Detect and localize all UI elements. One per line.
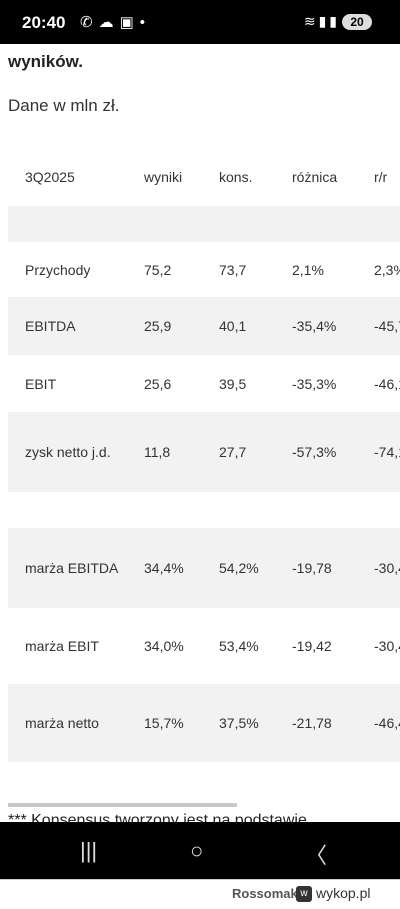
table-row: marża EBIT 34,0% 53,4% -19,42 -30,47 xyxy=(8,608,400,684)
cloud-icon: ☁ xyxy=(98,14,120,31)
table-row xyxy=(8,206,400,242)
table-header-cell: r/r xyxy=(374,169,388,185)
table-cell: 2,1% xyxy=(292,261,324,278)
watermark-brand: wykop.pl xyxy=(316,885,371,901)
table-cell xyxy=(127,492,202,528)
table-cell: 27,7 xyxy=(202,412,275,492)
table-cell: 39,5 xyxy=(219,375,247,392)
table-cell: -46,45 xyxy=(357,684,400,762)
wifi-calling-icon: ✆ xyxy=(80,14,99,31)
table-cell: -30,42 xyxy=(357,528,400,608)
article-subtitle: Dane w mln zł. xyxy=(8,96,120,115)
wifi-icon: ≋ xyxy=(303,13,319,29)
dot-icon: • xyxy=(139,14,152,31)
table-cell: 53,4% xyxy=(219,638,259,654)
status-time: 20:40 xyxy=(22,13,66,32)
table-cell: Przychody xyxy=(25,261,91,278)
table-cell: 40,1 xyxy=(202,297,275,355)
table-cell xyxy=(275,492,357,528)
table-cell: 75,2 xyxy=(144,261,172,278)
table-cell: marża netto xyxy=(8,684,127,762)
table-header-cell: kons. xyxy=(219,169,253,185)
watermark-bar: Rossomak z w wykop.pl xyxy=(0,879,400,909)
table-cell xyxy=(202,206,275,242)
table-cell: -46,1% xyxy=(374,375,400,392)
table-cell: EBIT xyxy=(25,375,57,392)
table-cell: marża EBITDA xyxy=(8,528,127,608)
table-header-cell: wyniki xyxy=(144,169,183,185)
table-cell xyxy=(275,206,357,242)
table-cell xyxy=(357,492,400,528)
table-cell: 11,8 xyxy=(127,412,202,492)
recent-apps-button[interactable]: ||| xyxy=(80,838,98,863)
table-cell: -21,78 xyxy=(275,684,357,762)
table-cell xyxy=(127,206,202,242)
table-cell: 34,4% xyxy=(127,528,202,608)
wykop-logo-icon: w xyxy=(296,886,312,902)
android-nav-bar: ||| ○ 〈 xyxy=(0,822,400,879)
table-header-cell: 3Q2025 xyxy=(25,169,75,185)
article-heading: wyników. xyxy=(8,52,83,71)
table-cell: 37,5% xyxy=(202,684,275,762)
table-cell: 54,2% xyxy=(202,528,275,608)
signal-icon: ▮ xyxy=(318,13,330,29)
table-cell xyxy=(202,492,275,528)
status-icons-right: ≋▮▮ xyxy=(304,13,340,30)
table-cell: zysk netto j.d. xyxy=(8,412,127,492)
table-cell: -30,47 xyxy=(374,638,400,654)
table-cell: 25,6 xyxy=(144,375,172,392)
table-row: zysk netto j.d.11,827,7-57,3%-74,1% xyxy=(8,412,400,492)
table-cell xyxy=(8,206,127,242)
back-button[interactable]: 〈 xyxy=(305,843,328,868)
table-cell: -35,3% xyxy=(292,375,337,392)
table-cell: -57,3% xyxy=(275,412,357,492)
status-icons-left: ✆☁▣• xyxy=(80,13,151,31)
table-row: EBIT 25,6 39,5 -35,3% -46,1% xyxy=(8,355,400,412)
status-bar: 20:40 ✆☁▣• ≋▮▮ 20 xyxy=(0,0,400,44)
table-cell: -19,78 xyxy=(275,528,357,608)
table-cell: -45,7% xyxy=(357,297,400,355)
table-cell xyxy=(8,492,127,528)
results-table: 3Q2025 wyniki kons. różnica r/r Przychody 75,2… xyxy=(8,148,400,762)
table-cell: -35,4% xyxy=(275,297,357,355)
table-header-row: 3Q2025 wyniki kons. różnica r/r xyxy=(8,148,400,206)
table-cell: -19,42 xyxy=(292,638,332,654)
signal-icon: ▮ xyxy=(329,13,340,29)
scroll-divider xyxy=(8,803,237,807)
table-cell: 25,9 xyxy=(127,297,202,355)
table-cell xyxy=(357,206,400,242)
table-cell: 2,3% xyxy=(374,261,400,278)
table-row: Przychody 75,2 73,7 2,1% 2,3% xyxy=(8,242,400,297)
table-cell: -74,1% xyxy=(357,412,400,492)
table-row xyxy=(8,492,400,528)
home-button[interactable]: ○ xyxy=(190,838,204,863)
table-cell: EBITDA xyxy=(8,297,127,355)
table-cell: marża EBIT xyxy=(25,638,99,654)
table-cell: 34,0% xyxy=(144,638,184,654)
table-cell: 15,7% xyxy=(127,684,202,762)
table-cell: 73,7 xyxy=(219,261,247,278)
table-header-cell: różnica xyxy=(292,169,338,185)
battery-indicator: 20 xyxy=(342,14,372,30)
screenshot-icon: ▣ xyxy=(119,14,140,31)
